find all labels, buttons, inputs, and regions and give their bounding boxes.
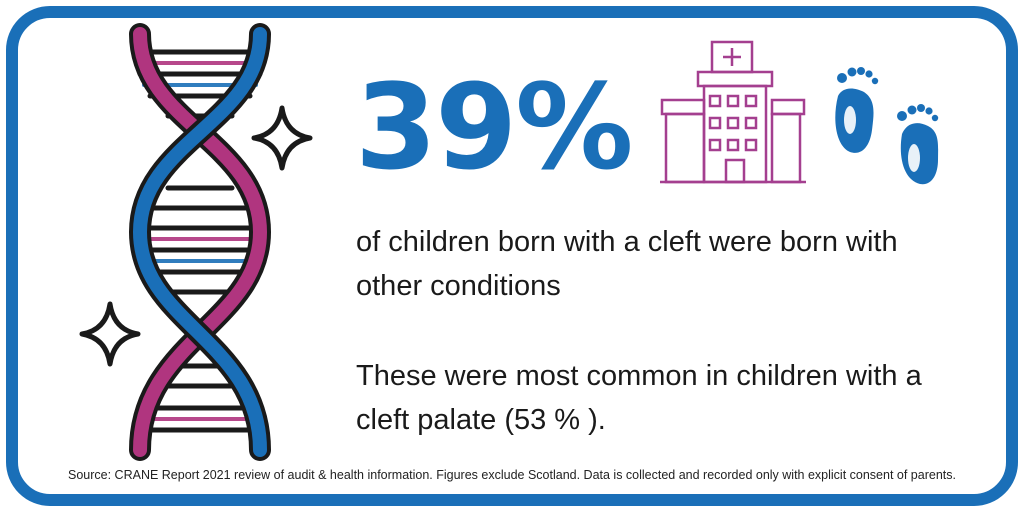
sparkle-icon	[251, 105, 313, 171]
hospital-icon	[660, 40, 806, 184]
sparkle-icon	[79, 301, 141, 367]
dna-icon	[79, 23, 313, 461]
stat-percentage: 39%	[355, 58, 633, 196]
source-note: Source: CRANE Report 2021 review of audi…	[68, 468, 956, 482]
stat-description: of children born with a cleft were born …	[356, 226, 898, 302]
stat-detail: These were most common in children with …	[356, 360, 922, 436]
baby-feet-icon	[835, 67, 939, 185]
